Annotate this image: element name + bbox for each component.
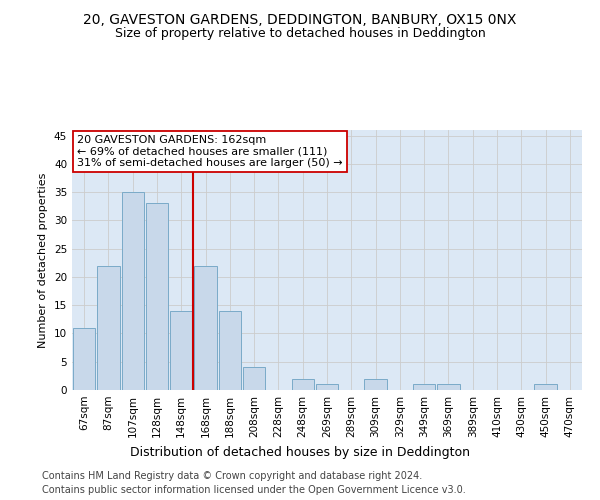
- Bar: [194, 266, 217, 390]
- Bar: [364, 378, 387, 390]
- Bar: [218, 311, 241, 390]
- Text: Contains public sector information licensed under the Open Government Licence v3: Contains public sector information licen…: [42, 485, 466, 495]
- Bar: [243, 368, 265, 390]
- Text: Contains HM Land Registry data © Crown copyright and database right 2024.: Contains HM Land Registry data © Crown c…: [42, 471, 422, 481]
- Bar: [413, 384, 436, 390]
- Bar: [292, 378, 314, 390]
- Bar: [437, 384, 460, 390]
- Text: 20, GAVESTON GARDENS, DEDDINGTON, BANBURY, OX15 0NX: 20, GAVESTON GARDENS, DEDDINGTON, BANBUR…: [83, 12, 517, 26]
- Bar: [146, 204, 168, 390]
- Bar: [122, 192, 144, 390]
- Text: Distribution of detached houses by size in Deddington: Distribution of detached houses by size …: [130, 446, 470, 459]
- Text: Size of property relative to detached houses in Deddington: Size of property relative to detached ho…: [115, 28, 485, 40]
- Bar: [170, 311, 193, 390]
- Y-axis label: Number of detached properties: Number of detached properties: [38, 172, 49, 348]
- Bar: [73, 328, 95, 390]
- Text: 20 GAVESTON GARDENS: 162sqm
← 69% of detached houses are smaller (111)
31% of se: 20 GAVESTON GARDENS: 162sqm ← 69% of det…: [77, 135, 343, 168]
- Bar: [535, 384, 557, 390]
- Bar: [97, 266, 119, 390]
- Bar: [316, 384, 338, 390]
